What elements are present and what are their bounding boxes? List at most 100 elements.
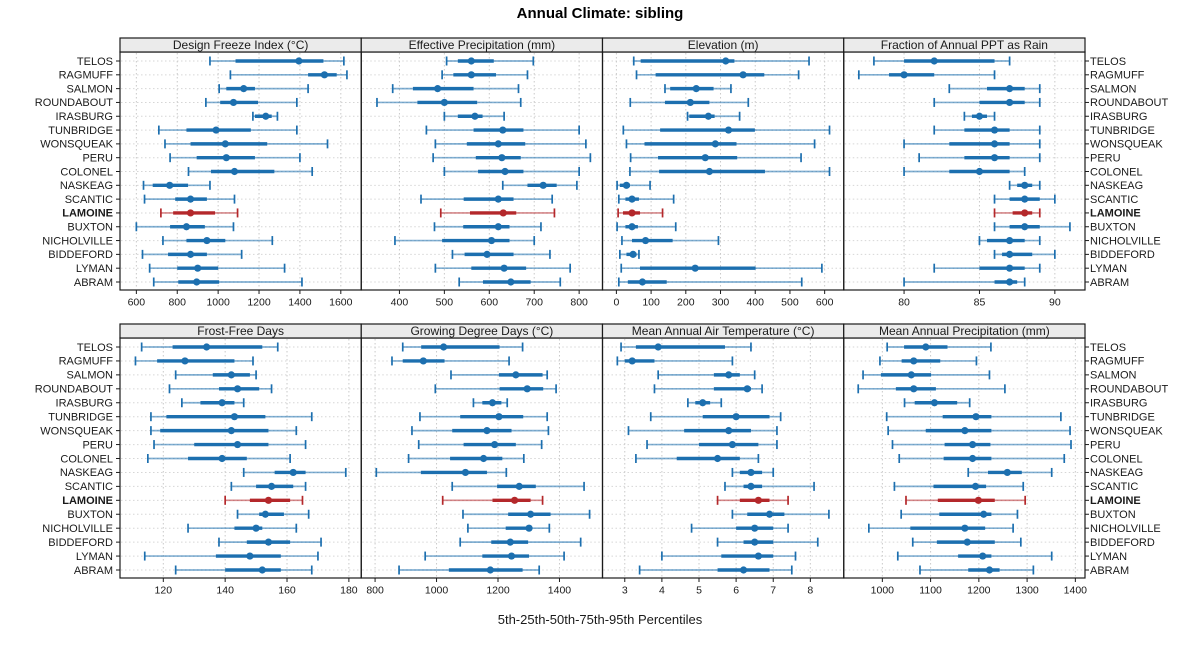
percentile-row-abram [152,277,303,287]
percentile-row-abram [398,565,541,575]
x-tick-label: 600 [816,297,834,309]
panel-effective-precipitation-mm: 400 500 600 700 800 Effective Precipitation (… [360,37,604,309]
median-dot [686,98,694,107]
median-dot [1006,85,1014,93]
median-dot [974,496,982,504]
percentile-row-ragmuff [441,70,529,80]
percentile-row-telos [632,56,810,66]
percentile-row-telos [886,342,992,352]
x-tick-label: 5 [696,585,702,597]
percentile-row-tunbridge [649,412,782,422]
station-label-right-lyman: LYMAN [1090,263,1127,275]
median-dot [222,154,230,162]
station-label-left-naskeag: NASKEAG [60,180,113,192]
x-tick-label: 160 [278,585,296,597]
median-dot [930,399,939,407]
median-dot [961,427,969,435]
median-dot [264,496,273,504]
median-dot [506,538,514,546]
station-label-left-colonel: COLONEL [60,166,113,178]
percentile-row-irasburg [472,398,509,408]
x-tick-label: 0 [613,297,619,309]
median-dot [711,140,719,148]
median-dot [479,454,488,463]
median-dot [1021,181,1029,189]
percentile-row-salmon [391,84,520,94]
median-dot [488,399,497,407]
median-dot [218,399,226,407]
chart-title: Annual Climate: sibling [516,5,684,22]
panel-mean-annual-precipitation-mm: 1000 1100 1200 1300 1400 Mean Annual Precipit… [843,323,1087,597]
station-label-left-biddeford: BIDDEFORD [48,249,113,261]
station-label-left-irasburg: IRASBURG [56,111,113,123]
percentile-row-lyman [896,551,1053,561]
station-label-left-telos: TELOS [77,342,113,354]
percentile-row-colonel [629,167,831,176]
x-tick-label: 1000 [206,297,230,309]
percentile-row-wonsqueak [627,426,778,436]
station-label-right-lamoine: LAMOINE [1090,495,1141,507]
percentile-row-lyman [661,551,797,561]
station-label-left-lyman: LYMAN [76,551,113,563]
percentile-row-salmon [218,84,309,94]
panel-frost-free-days: 120 140 160 180 Frost-Free Days [119,323,362,597]
median-dot [229,98,238,107]
percentile-row-biddeford [911,537,1022,547]
percentile-row-buxton [731,509,830,519]
x-tick-label: 600 [128,297,146,309]
percentile-row-nicholville [467,523,551,533]
x-tick-label: 85 [974,297,986,309]
percentile-row-buxton [616,222,677,232]
percentile-row-scantic [993,194,1056,204]
x-tick-label: 1400 [548,585,572,597]
median-dot [628,223,636,231]
station-label-right-colonel: COLONEL [1090,166,1143,178]
percentile-row-abram [903,277,1026,287]
median-dot [261,510,269,518]
station-label-right-roundabout: ROUNDABOUT [1090,384,1169,396]
percentile-row-wonsqueak [625,139,816,149]
median-dot [440,343,448,351]
median-dot [526,510,535,518]
station-label-left-salmon: SALMON [67,83,114,95]
percentile-row-peru [153,440,307,450]
percentile-row-wonsqueak [903,139,1041,149]
median-dot [722,57,730,65]
median-dot [968,440,977,449]
percentile-row-buxton [236,509,310,519]
percentile-row-buxton [900,509,1019,519]
percentile-row-scantic [451,481,585,491]
percentile-row-scantic [617,194,675,204]
median-dot [507,278,515,286]
median-dot [739,566,748,574]
median-dot [907,371,915,379]
percentile-row-ragmuff [229,70,348,80]
median-dot [930,57,938,65]
percentile-row-biddeford [619,249,640,259]
median-dot [440,98,448,107]
percentile-row-naskeag [501,180,578,190]
median-dot [227,427,235,435]
station-label-right-scantic: SCANTIC [1090,194,1138,206]
percentile-row-naskeag [731,467,775,477]
percentile-row-roundabout [653,384,763,394]
percentile-row-roundabout [376,97,522,107]
median-dot [628,357,636,365]
median-dot [491,440,499,449]
station-label-left-peru: PERU [82,152,113,164]
median-dot [186,195,195,203]
percentile-row-wonsqueak [434,139,587,149]
percentile-row-biddeford [459,537,582,547]
percentile-row-salmon [862,370,991,380]
percentile-row-lyman [434,263,572,273]
median-dot [193,278,201,286]
x-tick-label: 1100 [919,585,942,597]
median-dot [434,85,442,93]
station-label-left-roundabout: ROUNDABOUT [35,384,114,396]
median-dot [725,371,733,379]
station-label-right-naskeag: NASKEAG [1090,180,1143,192]
x-tick-label: 1000 [425,585,449,597]
percentile-row-tunbridge [150,412,313,422]
percentile-row-colonel [903,167,1026,176]
x-tick-label: 300 [712,297,730,309]
